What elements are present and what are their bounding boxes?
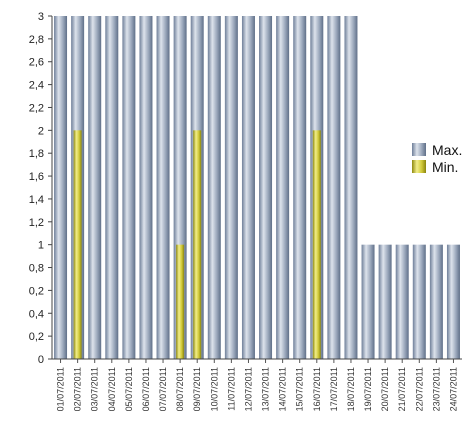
x-tick-label: 11/07/2011 — [226, 367, 236, 411]
y-tick-label: 1 — [38, 240, 44, 252]
bar-min-8 — [176, 244, 185, 359]
x-tick-label: 06/07/2011 — [141, 367, 151, 411]
bar-max-15 — [293, 16, 307, 359]
x-tick-label: 10/07/2011 — [209, 367, 219, 411]
bar-min-16 — [312, 130, 321, 359]
x-tick-label: 02/07/2011 — [73, 367, 83, 411]
x-tick-label: 01/07/2011 — [56, 367, 66, 411]
bar-max-23 — [429, 244, 443, 359]
y-tick-label: 0,2 — [29, 331, 44, 343]
y-tick-label: 2 — [38, 125, 44, 137]
bar-min-9 — [193, 130, 202, 359]
x-tick-label: 09/07/2011 — [192, 367, 202, 411]
x-tick-label: 22/07/2011 — [414, 367, 424, 411]
y-tick-label: 3 — [38, 11, 44, 23]
x-tick-label: 05/07/2011 — [124, 367, 134, 411]
bar-max-7 — [156, 16, 170, 359]
legend-label-2: Min. — [432, 159, 458, 175]
x-tick-label: 13/07/2011 — [261, 367, 271, 411]
x-tick-label: 21/07/2011 — [397, 367, 407, 411]
bar-max-3 — [88, 16, 102, 359]
bar-max-24 — [446, 244, 460, 359]
bar-max-19 — [361, 244, 375, 359]
y-tick-label: 0,2 — [29, 285, 44, 297]
x-tick-label: 08/07/2011 — [175, 367, 185, 411]
y-tick-label: 0,4 — [29, 308, 44, 320]
x-tick-label: 19/07/2011 — [363, 367, 373, 411]
x-tick-label: 14/07/2011 — [278, 367, 288, 411]
bar-max-10 — [207, 16, 221, 359]
x-tick-label: 12/07/2011 — [243, 367, 253, 411]
legend-swatch-2 — [412, 160, 426, 173]
y-tick-label: 2,2 — [29, 102, 44, 114]
bar-max-4 — [105, 16, 119, 359]
x-tick-label: 03/07/2011 — [90, 367, 100, 411]
y-tick-label: 0 — [38, 354, 44, 366]
y-tick-label: 2,6 — [29, 57, 44, 69]
bar-max-22 — [412, 244, 426, 359]
y-tick-label: 1,8 — [29, 148, 44, 160]
legend: Max.Min. — [412, 142, 462, 175]
x-tick-label: 04/07/2011 — [107, 367, 117, 411]
bar-min-2 — [73, 130, 82, 359]
x-tick-label: 18/07/2011 — [346, 367, 356, 411]
bar-max-18 — [344, 16, 358, 359]
x-tick-label: 24/07/2011 — [448, 367, 458, 411]
bar-max-13 — [259, 16, 273, 359]
bar-max-21 — [395, 244, 409, 359]
bar-max-17 — [327, 16, 341, 359]
y-tick-label: 0,8 — [29, 263, 44, 275]
x-tick-label: 07/07/2011 — [158, 367, 168, 411]
bar-max-1 — [54, 16, 68, 359]
y-tick-label: 1,2 — [29, 217, 44, 229]
x-tick-label: 16/07/2011 — [312, 367, 322, 411]
bar-max-12 — [241, 16, 255, 359]
legend-swatch-1 — [412, 143, 426, 156]
y-tick-label: 2,4 — [29, 80, 44, 92]
bar-max-5 — [122, 16, 136, 359]
x-tick-label: 15/07/2011 — [295, 367, 305, 411]
x-tick-label: 17/07/2011 — [329, 367, 339, 411]
x-tick-label: 23/07/2011 — [431, 367, 441, 411]
bar-max-14 — [276, 16, 290, 359]
bar-max-11 — [224, 16, 238, 359]
bar-max-20 — [378, 244, 392, 359]
y-tick-label: 2,8 — [29, 34, 44, 46]
x-tick-label: 20/07/2011 — [380, 367, 390, 411]
bar-max-6 — [139, 16, 153, 359]
y-tick-label: 1,6 — [29, 171, 44, 183]
y-tick-label: 1,4 — [29, 194, 44, 206]
legend-label-1: Max. — [432, 142, 462, 158]
